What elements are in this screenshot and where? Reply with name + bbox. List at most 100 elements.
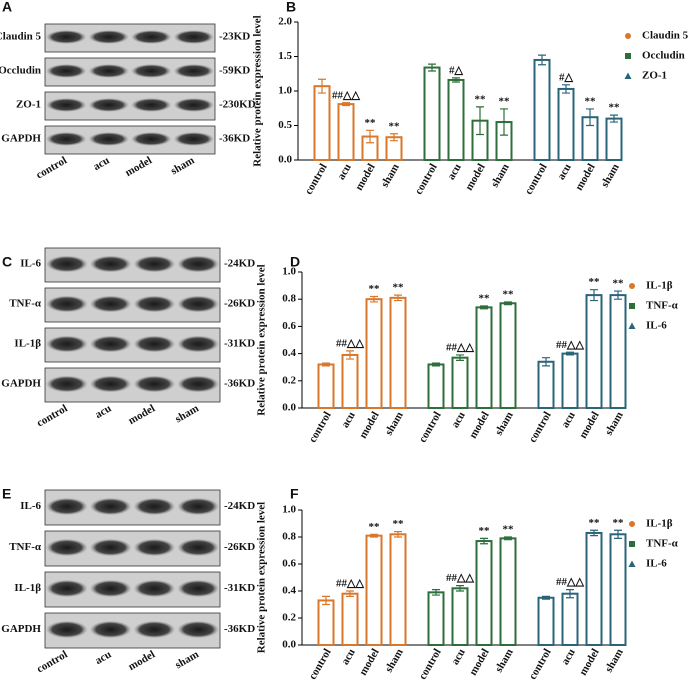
blot-row-label: TNF-α [9,298,42,310]
legend-marker [629,521,635,527]
lane-label: control [35,402,70,429]
blot-row-label: GAPDH [1,623,41,635]
blot-band [177,497,220,516]
error-bar [322,362,330,367]
legend-marker [629,541,635,547]
blot-row-label: Claudin 5 [0,31,41,43]
error-bar [542,595,550,600]
significance-label: ##△△ [556,339,584,351]
error-bar [504,301,512,306]
error-bar [614,290,622,300]
x-tick-label: acu [449,647,468,667]
x-tick-label: control [417,410,444,445]
bar [561,592,579,647]
y-tick-label: 1.0 [278,85,292,97]
error-bar [342,102,350,107]
bar [451,356,469,409]
significance-label: ** [479,293,491,305]
blot-band [130,132,172,146]
lane-label: sham [173,648,201,671]
panel-letter: C [2,254,12,270]
bar [337,103,355,161]
blot-band [45,538,88,557]
significance-label: ** [585,95,597,107]
x-tick-label: model [467,410,492,441]
x-tick-label: model [577,647,602,678]
legend-label: Occludin [642,50,685,62]
x-tick-label: sham [489,162,512,190]
blot-size-label: -230KD [219,99,256,111]
lane-label: sham [169,154,197,177]
x-tick-label: model [357,410,382,441]
panel-letter: E [2,486,11,502]
error-bar [562,84,570,94]
lane-label: model [126,402,157,427]
blot-size-label: -26KD [224,541,255,553]
x-tick-label: acu [335,162,354,182]
blot-band [45,255,88,273]
blot-band [133,497,176,516]
bar [317,363,335,410]
bar [475,306,493,409]
bar [585,294,603,409]
significance-label: ##△△ [336,578,364,590]
significance-label: ** [369,283,381,295]
blot-band [177,538,220,557]
y-tick-label: 1.0 [282,504,296,516]
significance-label: ** [393,282,405,294]
blot-band [88,98,130,112]
y-tick-label: 0.8 [282,293,296,305]
blot-size-label: -24KD [224,258,255,270]
y-tick-label: 0.4 [282,347,296,359]
blot-band [88,132,130,146]
x-tick-label: model [573,162,598,193]
significance-label: ** [503,524,515,536]
blot-band [133,375,176,393]
blot-band [133,579,176,598]
error-bar [480,537,488,545]
blot-band [89,579,132,598]
blot-band [45,295,88,313]
error-bar [456,585,464,592]
blot-row-label: Occludin [0,65,41,77]
legend-marker [625,33,631,39]
y-axis-label: Relative protein expression level [252,15,264,166]
blot-band [45,579,88,598]
blot-size-label: -24KD [224,500,255,512]
blot-band [133,335,176,353]
blot-row-label: IL-1β [14,338,41,350]
significance-label: ** [613,278,625,290]
blot-row-label: ZO-1 [16,99,41,111]
x-tick-label: control [527,647,554,682]
error-bar [542,357,550,367]
x-tick-label: control [523,162,550,197]
bar [365,298,383,410]
blot-band [89,497,132,516]
bar [389,533,407,646]
x-tick-label: model [463,162,488,193]
x-tick-label: sham [383,410,406,438]
error-bar [394,531,402,538]
blot-band [133,295,176,313]
y-tick-label: 0.2 [282,612,296,624]
blot-row-label: GAPDH [1,133,41,145]
bar [609,533,627,646]
x-tick-label: sham [603,410,626,438]
x-tick-label: model [577,410,602,441]
blot-band [177,375,220,393]
legend-marker [629,283,635,289]
bar [585,531,603,647]
y-tick-label: 1.5 [278,50,292,62]
significance-label: ** [479,525,491,537]
y-tick-label: 0.6 [282,558,296,570]
bar [389,296,407,409]
bar [341,353,359,409]
significance-label: ** [589,276,601,288]
blot-size-label: -26KD [224,298,255,310]
significance-label: #△ [559,71,574,83]
significance-label: ** [503,288,515,300]
blot-band [133,538,176,557]
lane-label: control [35,648,70,675]
significance-label: ##△△ [336,337,364,349]
x-tick-label: control [303,162,330,197]
